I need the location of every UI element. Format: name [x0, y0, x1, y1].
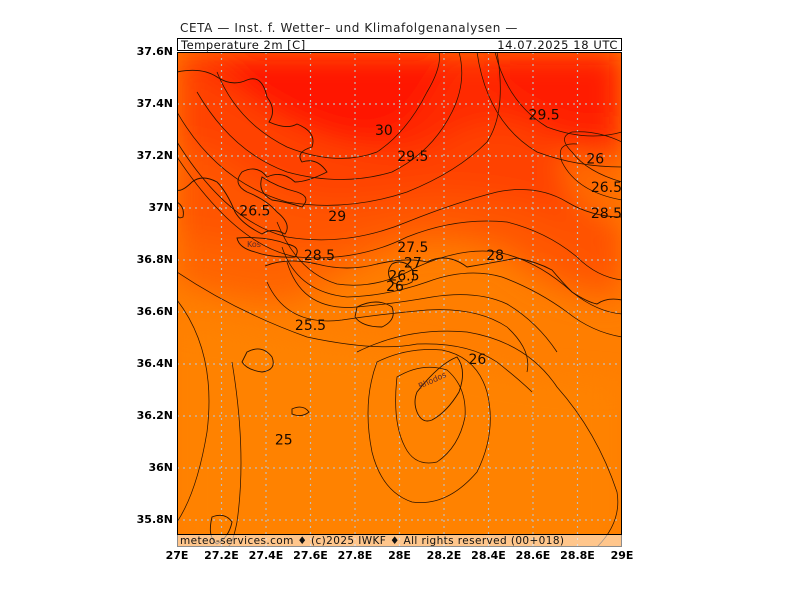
datca-coast: [264, 257, 622, 305]
contour-label: 28.5: [591, 206, 622, 222]
lon-tick-label: 28.2E: [426, 549, 462, 562]
contour-label: 28.5: [304, 248, 335, 264]
isotherm-25-5: [177, 271, 533, 393]
lat-tick-label: 35.8N: [136, 513, 173, 526]
isotherm-29: [177, 52, 501, 206]
contour-label: 29.5: [529, 107, 560, 123]
alimia-island: [291, 406, 310, 417]
lon-tick-label: 29E: [610, 549, 634, 562]
map-title-bar: Temperature 2m [C] 14.07.2025 18 UTC: [177, 38, 622, 51]
anatolia-coast: [177, 69, 328, 235]
peninsula-coast: [260, 176, 307, 208]
lat-tick-label: 36N: [148, 461, 173, 474]
contour-label: 26: [386, 279, 404, 295]
isotherm-25-5-east: [356, 330, 619, 547]
lon-tick-label: 28.4E: [471, 549, 506, 562]
contour-label: 26.5: [239, 204, 270, 220]
lon-tick-label: 28.8E: [560, 549, 595, 562]
rhodes-island: [414, 356, 463, 422]
contour-label: 25: [275, 432, 293, 448]
temperature-map: 30 29.5 29.5 26 26.5 28.5 26.5 29 28.5 27.5 27 26.5…: [177, 52, 622, 547]
lat-tick-label: 37N: [148, 201, 173, 214]
temperature-field: [177, 52, 622, 547]
contour-label: 26: [586, 152, 604, 168]
tilos-island: [354, 301, 394, 328]
isotherm-26-5-rhodes: [395, 366, 466, 464]
isotherm-27-5: [276, 221, 622, 315]
lat-tick-label: 37.2N: [136, 149, 173, 162]
valid-time-label: 14.07.2025 18 UTC: [497, 38, 618, 52]
isotherm-26-east-loop: [564, 131, 622, 183]
isotherm-29-5-north: [196, 52, 463, 180]
contour-label: 28: [486, 248, 504, 264]
lat-tick-label: 36.2N: [136, 409, 173, 422]
contour-label: 29: [328, 209, 346, 225]
lat-tick-label: 37.4N: [136, 97, 173, 110]
contour-label: 27.5: [397, 240, 428, 256]
isotherm-26-5-east-loop: [559, 143, 622, 201]
symi-island: [388, 261, 415, 286]
isotherm-contours: [177, 52, 622, 547]
isotherm-29-east: [476, 52, 622, 168]
lon-tick-label: 27E: [165, 549, 189, 562]
isotherm-27: [281, 246, 622, 338]
isotherm-28-5: [177, 141, 622, 241]
parameter-label: Temperature 2m [C]: [181, 38, 306, 52]
isotherm-30: [216, 52, 440, 159]
lon-tick-label: 27.8E: [337, 549, 373, 562]
lat-tick-label: 37.6N: [136, 45, 173, 58]
contour-label: 26.5: [591, 180, 622, 196]
lat-lon-grid: [177, 52, 622, 547]
copyright-footer: meteo-services.com ♦ (c)2025 IWKF ♦ All …: [177, 534, 622, 547]
contour-label: 25.5: [295, 318, 326, 334]
lon-tick-label: 27.4E: [248, 549, 284, 562]
producer-header: CETA — Inst. f. Wetter– und Klimafolgena…: [180, 21, 518, 35]
contour-label: 26: [468, 352, 486, 368]
isotherm-29-5-east: [494, 52, 622, 137]
isotherm-26: [266, 281, 529, 373]
contour-label: 26.5: [388, 269, 419, 285]
isotherm-25-west: [177, 299, 210, 523]
lon-tick-label: 27.6E: [293, 549, 328, 562]
contour-label: 29.5: [397, 149, 428, 165]
isotherm-26-5: [286, 261, 558, 353]
lon-tick-label: 27.2E: [204, 549, 239, 562]
lat-tick-label: 36.4N: [136, 357, 173, 370]
lon-tick-label: 28.6E: [515, 549, 551, 562]
lat-tick-label: 36.6N: [136, 305, 173, 318]
isotherm-26-rhodes: [367, 349, 491, 503]
lat-tick-label: 36.8N: [136, 253, 173, 266]
place-label-kos: Kos: [247, 240, 261, 249]
contour-label: 30: [375, 123, 393, 139]
nisyros-island: [241, 348, 274, 373]
isotherm-28: [177, 156, 622, 281]
contour-label: 27: [404, 256, 422, 272]
lon-tick-label: 28E: [388, 549, 411, 562]
